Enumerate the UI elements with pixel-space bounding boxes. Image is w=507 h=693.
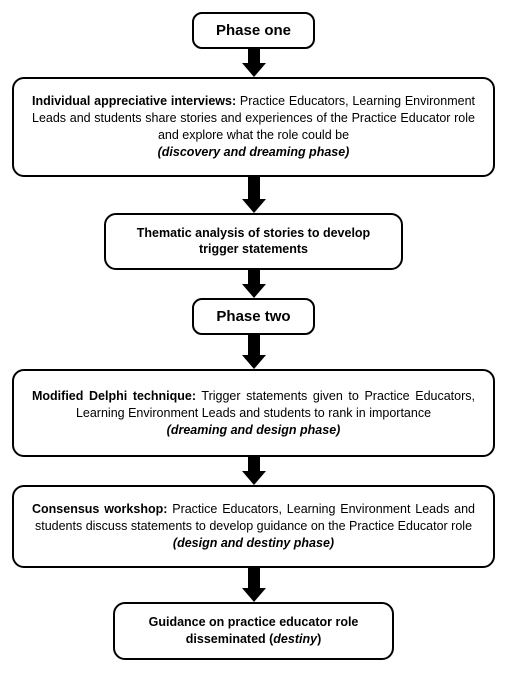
arrow-shaft [248, 177, 260, 199]
arrow-shaft [248, 335, 260, 355]
arrow-head-icon [242, 471, 266, 485]
thematic-box: Thematic analysis of stories to develop … [104, 213, 403, 271]
thematic-line2: trigger statements [199, 242, 308, 256]
arrow-head-icon [242, 284, 266, 298]
consensus-box: Consensus workshop: Practice Educators, … [12, 485, 495, 568]
delphi-phase-italic: (dreaming and design phase) [167, 423, 341, 437]
guidance-post: ) [317, 632, 321, 646]
arrow-head-icon [242, 355, 266, 369]
interviews-phase-italic: (discovery and dreaming phase) [158, 145, 350, 159]
arrow-head-icon [242, 588, 266, 602]
delphi-box: Modified Delphi technique: Trigger state… [12, 369, 495, 457]
arrow-3 [242, 270, 266, 298]
phase-one-box: Phase one [192, 12, 315, 49]
guidance-box: Guidance on practice educator role disse… [113, 602, 393, 660]
phase-one-label: Phase one [216, 22, 291, 39]
consensus-lead: Consensus workshop: [32, 502, 167, 516]
phase-two-label: Phase two [216, 308, 290, 325]
arrow-1 [242, 49, 266, 77]
delphi-lead: Modified Delphi technique: [32, 389, 196, 403]
guidance-pre: Guidance on practice educator role disse… [149, 615, 359, 646]
arrow-5 [242, 457, 266, 485]
arrow-shaft [248, 568, 260, 588]
phase-two-box: Phase two [192, 298, 314, 335]
thematic-line1: Thematic analysis of stories to develop [137, 226, 370, 240]
consensus-phase-italic: (design and destiny phase) [173, 536, 334, 550]
arrow-4 [242, 335, 266, 369]
arrow-shaft [248, 270, 260, 284]
arrow-head-icon [242, 63, 266, 77]
flowchart: Phase one Individual appreciative interv… [12, 12, 495, 660]
arrow-head-icon [242, 199, 266, 213]
arrow-shaft [248, 49, 260, 63]
interviews-lead: Individual appreciative interviews: [32, 94, 236, 108]
guidance-italic: destiny [273, 632, 317, 646]
arrow-shaft [248, 457, 260, 471]
interviews-box: Individual appreciative interviews: Prac… [12, 77, 495, 177]
arrow-2 [242, 177, 266, 213]
arrow-6 [242, 568, 266, 602]
